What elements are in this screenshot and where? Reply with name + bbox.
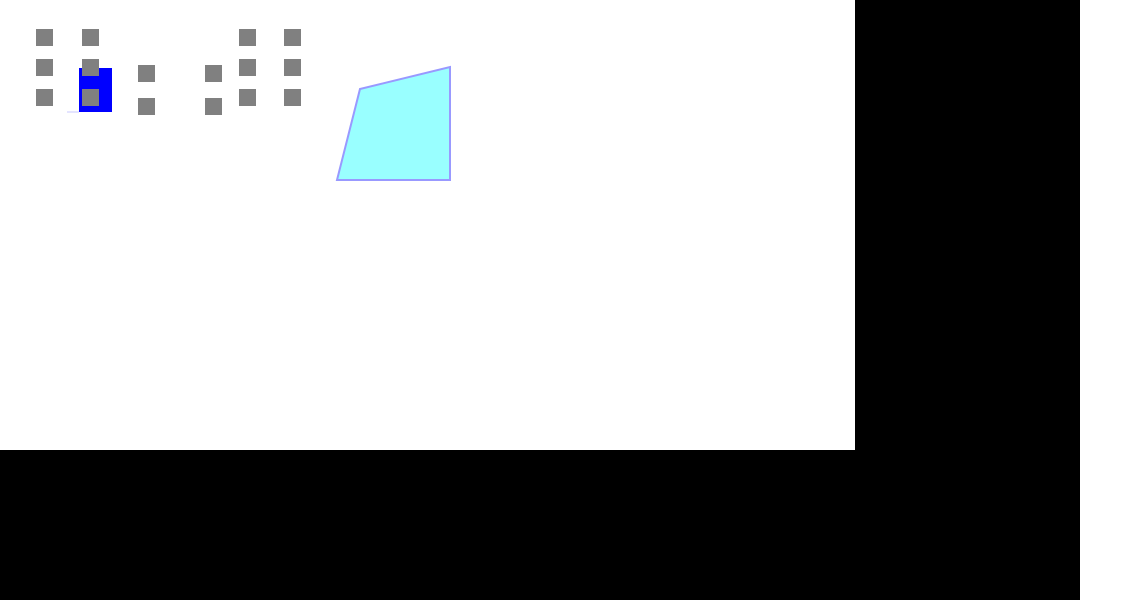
left-handle-group [36,29,99,106]
resize-handle[interactable] [205,98,222,115]
resize-handle[interactable] [138,98,155,115]
right-handle-group [239,29,301,106]
resize-handle[interactable] [239,89,256,106]
offscreen-area-bottom [0,450,1080,600]
resize-handle[interactable] [82,29,99,46]
resize-handle[interactable] [284,89,301,106]
resize-handle[interactable] [138,65,155,82]
resize-handle[interactable] [36,89,53,106]
resize-handle[interactable] [239,59,256,76]
resize-handle[interactable] [36,29,53,46]
cyan-quadrilateral[interactable] [335,65,451,181]
resize-handle[interactable] [205,65,222,82]
resize-handle[interactable] [239,29,256,46]
canvas-scene[interactable] [0,0,855,450]
resize-handle[interactable] [82,89,99,106]
right-edge-strip [1080,0,1140,600]
resize-handle[interactable] [36,59,53,76]
resize-handle[interactable] [82,59,99,76]
drawing-canvas[interactable] [0,0,855,450]
resize-handle[interactable] [284,29,301,46]
resize-handle[interactable] [284,59,301,76]
middle-handle-group [138,65,222,115]
